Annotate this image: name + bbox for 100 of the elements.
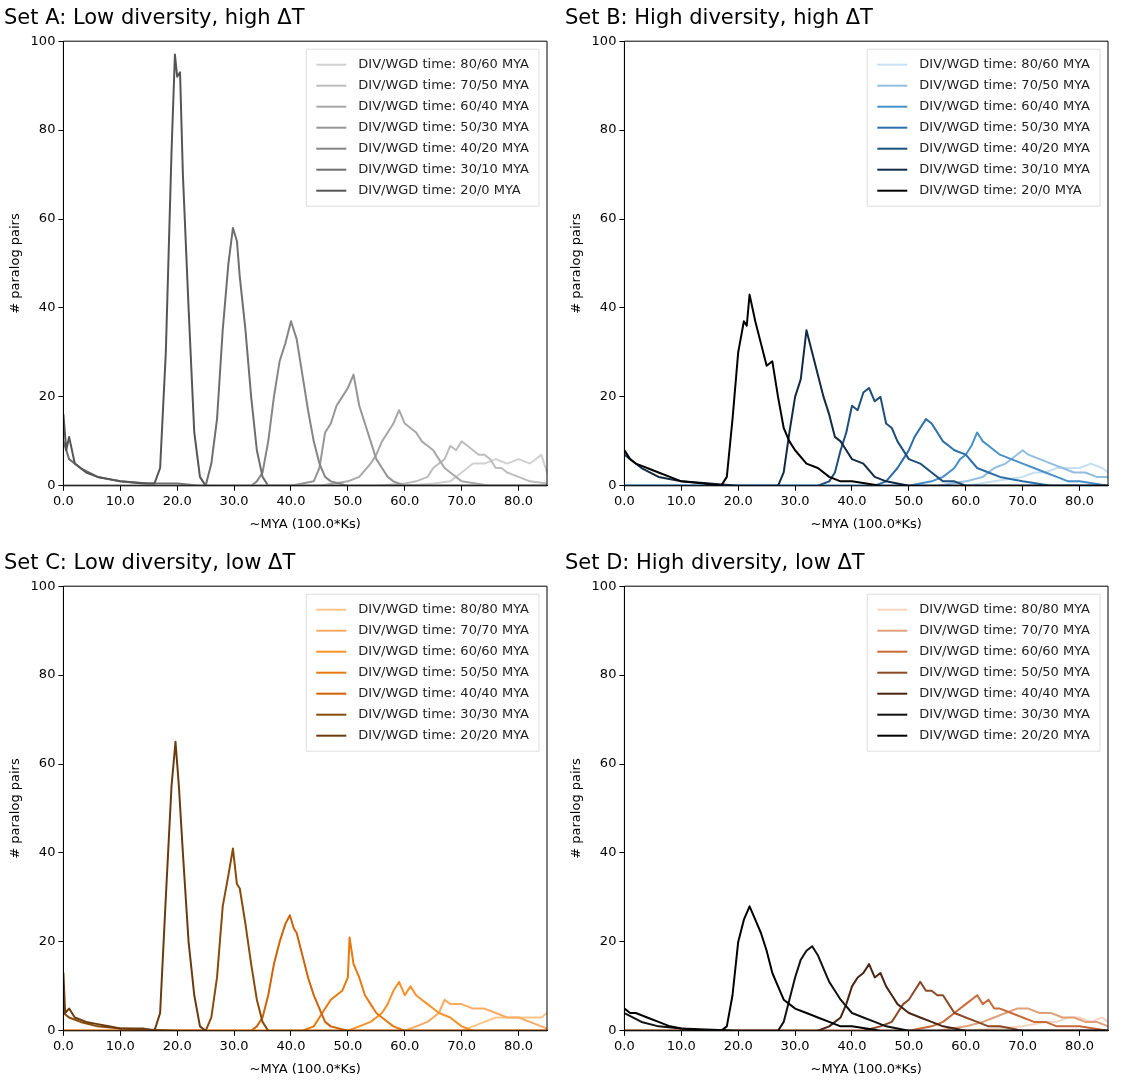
legend-label: DIV/WGD time: 20/0 MYA	[358, 182, 521, 198]
x-tick-label: 30.0	[780, 492, 810, 508]
legend-label: DIV/WGD time: 20/0 MYA	[919, 182, 1082, 198]
legend-label: DIV/WGD time: 30/30 MYA	[919, 706, 1091, 722]
y-tick-label: 20	[38, 933, 56, 949]
y-tick-label: 60	[599, 755, 617, 771]
x-axis-title: ~MYA (100.0*Ks)	[810, 515, 922, 531]
x-tick-label: 80.0	[1065, 492, 1095, 508]
x-tick-label: 20.0	[723, 492, 753, 508]
x-tick-label: 40.0	[276, 1037, 306, 1053]
chart-title: Set A: Low diversity, high ΔT	[4, 5, 305, 30]
x-axis-title: ~MYA (100.0*Ks)	[810, 1060, 922, 1076]
x-tick-label: 80.0	[504, 492, 534, 508]
legend-label: DIV/WGD time: 30/10 MYA	[358, 161, 530, 177]
y-tick-label: 40	[38, 844, 56, 860]
x-tick-label: 40.0	[276, 492, 306, 508]
y-tick-label: 40	[599, 299, 617, 315]
x-tick-label: 50.0	[894, 492, 924, 508]
y-tick-label: 40	[599, 844, 617, 860]
chart-title: Set C: Low diversity, low ΔT	[4, 550, 296, 575]
legend-label: DIV/WGD time: 50/30 MYA	[358, 119, 530, 135]
y-axis-title: # paralog pairs	[568, 213, 584, 314]
y-axis-title: # paralog pairs	[7, 213, 23, 314]
x-tick-label: 40.0	[837, 492, 867, 508]
legend-label: DIV/WGD time: 80/80 MYA	[919, 601, 1091, 617]
legend-label: DIV/WGD time: 30/10 MYA	[919, 161, 1091, 177]
y-tick-label: 20	[38, 388, 56, 404]
x-tick-label: 30.0	[219, 492, 249, 508]
y-tick-label: 100	[591, 32, 617, 48]
x-tick-label: 70.0	[1008, 1037, 1038, 1053]
legend-label: DIV/WGD time: 40/20 MYA	[919, 140, 1091, 156]
legend-label: DIV/WGD time: 80/60 MYA	[919, 56, 1091, 72]
x-tick-label: 80.0	[504, 1037, 534, 1053]
x-tick-label: 20.0	[162, 1037, 192, 1053]
y-tick-label: 20	[599, 933, 617, 949]
y-tick-label: 40	[38, 299, 56, 315]
y-tick-label: 100	[30, 577, 56, 593]
y-axis-title: # paralog pairs	[568, 758, 584, 859]
legend-label: DIV/WGD time: 80/80 MYA	[358, 601, 530, 617]
y-tick-label: 0	[47, 1022, 56, 1038]
legend-label: DIV/WGD time: 80/60 MYA	[358, 56, 530, 72]
legend-label: DIV/WGD time: 20/20 MYA	[919, 727, 1091, 743]
y-tick-label: 80	[599, 121, 617, 137]
y-tick-label: 0	[608, 1022, 617, 1038]
legend-label: DIV/WGD time: 70/70 MYA	[358, 622, 530, 638]
chart-title: Set B: High diversity, high ΔT	[565, 5, 874, 30]
y-tick-label: 0	[47, 477, 56, 493]
x-axis-title: ~MYA (100.0*Ks)	[249, 1060, 361, 1076]
x-tick-label: 70.0	[1008, 492, 1038, 508]
x-axis-title: ~MYA (100.0*Ks)	[249, 515, 361, 531]
legend-label: DIV/WGD time: 50/50 MYA	[919, 664, 1091, 680]
y-tick-label: 100	[591, 577, 617, 593]
y-tick-label: 60	[38, 210, 56, 226]
x-tick-label: 50.0	[333, 492, 363, 508]
chart-title: Set D: High diversity, low ΔT	[565, 550, 865, 575]
y-tick-label: 100	[30, 32, 56, 48]
x-tick-label: 0.0	[614, 492, 635, 508]
legend-label: DIV/WGD time: 20/20 MYA	[358, 727, 530, 743]
y-axis-title: # paralog pairs	[7, 758, 23, 859]
x-tick-label: 10.0	[105, 1037, 135, 1053]
x-tick-label: 60.0	[951, 492, 981, 508]
legend-label: DIV/WGD time: 30/30 MYA	[358, 706, 530, 722]
x-tick-label: 40.0	[837, 1037, 867, 1053]
legend-label: DIV/WGD time: 50/30 MYA	[919, 119, 1091, 135]
x-tick-label: 10.0	[666, 492, 696, 508]
legend-label: DIV/WGD time: 50/50 MYA	[358, 664, 530, 680]
legend-label: DIV/WGD time: 60/60 MYA	[358, 643, 530, 659]
legend-label: DIV/WGD time: 70/50 MYA	[358, 77, 530, 93]
legend-label: DIV/WGD time: 70/50 MYA	[919, 77, 1091, 93]
y-tick-label: 60	[38, 755, 56, 771]
x-tick-label: 50.0	[894, 1037, 924, 1053]
x-tick-label: 60.0	[951, 1037, 981, 1053]
y-tick-label: 80	[38, 121, 56, 137]
x-tick-label: 30.0	[219, 1037, 249, 1053]
x-tick-label: 50.0	[333, 1037, 363, 1053]
x-tick-label: 60.0	[390, 1037, 420, 1053]
x-tick-label: 0.0	[53, 492, 74, 508]
x-tick-label: 60.0	[390, 492, 420, 508]
legend-label: DIV/WGD time: 60/40 MYA	[358, 98, 530, 114]
y-tick-label: 80	[38, 666, 56, 682]
x-tick-label: 20.0	[723, 1037, 753, 1053]
legend-label: DIV/WGD time: 60/60 MYA	[919, 643, 1091, 659]
x-tick-label: 20.0	[162, 492, 192, 508]
y-tick-label: 0	[608, 477, 617, 493]
legend-label: DIV/WGD time: 40/20 MYA	[358, 140, 530, 156]
legend-label: DIV/WGD time: 70/70 MYA	[919, 622, 1091, 638]
x-tick-label: 80.0	[1065, 1037, 1095, 1053]
x-tick-label: 70.0	[447, 1037, 477, 1053]
legend-label: DIV/WGD time: 40/40 MYA	[919, 685, 1091, 701]
y-tick-label: 80	[599, 666, 617, 682]
x-tick-label: 10.0	[666, 1037, 696, 1053]
legend-label: DIV/WGD time: 60/40 MYA	[919, 98, 1091, 114]
x-tick-label: 30.0	[780, 1037, 810, 1053]
legend-label: DIV/WGD time: 40/40 MYA	[358, 685, 530, 701]
x-tick-label: 10.0	[105, 492, 135, 508]
x-tick-label: 70.0	[447, 492, 477, 508]
x-tick-label: 0.0	[53, 1037, 74, 1053]
y-tick-label: 20	[599, 388, 617, 404]
x-tick-label: 0.0	[614, 1037, 635, 1053]
y-tick-label: 60	[599, 210, 617, 226]
